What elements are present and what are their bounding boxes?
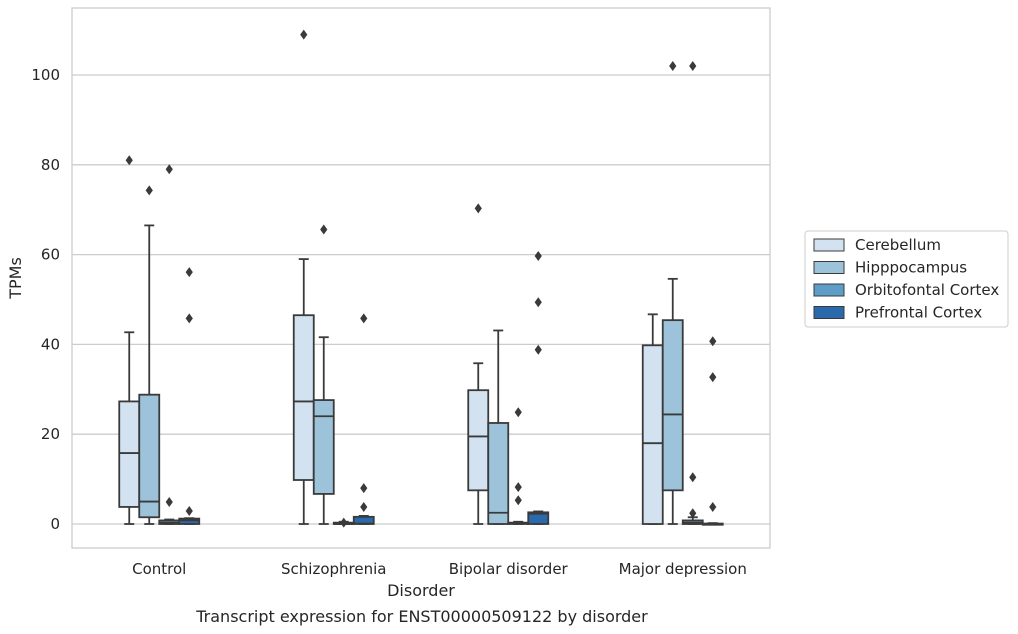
outlier-point bbox=[514, 482, 522, 493]
box bbox=[527, 511, 550, 525]
y-tick-labels: 0 20 40 60 80 100 bbox=[31, 66, 60, 533]
y-tick-label: 40 bbox=[41, 335, 60, 353]
outlier-point bbox=[360, 483, 368, 494]
x-tick-label: Schizophrenia bbox=[281, 560, 386, 578]
outlier-point bbox=[125, 155, 133, 166]
legend: Cerebellum Hipppocampus Orbitofontal Corte… bbox=[804, 230, 1009, 328]
x-tick-label: Control bbox=[132, 560, 186, 578]
y-axis-label: TPMs bbox=[6, 257, 25, 300]
outlier-point bbox=[689, 61, 697, 72]
outlier-point bbox=[709, 501, 717, 512]
box bbox=[641, 344, 664, 525]
y-tick-label: 80 bbox=[41, 156, 60, 174]
legend-label: Orbitofontal Cortex bbox=[855, 281, 999, 299]
outlier-point bbox=[709, 336, 717, 347]
legend-swatch bbox=[813, 261, 845, 274]
y-tick-label: 100 bbox=[31, 66, 60, 84]
legend-items: Cerebellum Hipppocampus Orbitofontal Corte… bbox=[813, 236, 999, 322]
box bbox=[138, 393, 161, 519]
box bbox=[118, 400, 141, 508]
box-group bbox=[641, 61, 724, 526]
outlier-point bbox=[185, 313, 193, 324]
outlier-point bbox=[474, 203, 482, 214]
legend-label: Hipppocampus bbox=[855, 259, 967, 277]
chart-caption: Transcript expression for ENST0000050912… bbox=[195, 607, 648, 626]
legend-frame bbox=[804, 230, 1009, 328]
plot-frame bbox=[71, 7, 771, 549]
outlier-point bbox=[145, 185, 153, 196]
box bbox=[487, 422, 510, 525]
y-tick-label: 20 bbox=[41, 425, 60, 443]
outlier-point bbox=[709, 372, 717, 383]
x-tick-labels: Control Schizophrenia Bipolar disorder Majo… bbox=[132, 560, 747, 578]
outlier-point bbox=[689, 472, 697, 483]
legend-item: Hipppocampus bbox=[813, 259, 967, 277]
outlier-point bbox=[669, 61, 677, 72]
box-groups bbox=[118, 29, 724, 528]
legend-swatch bbox=[813, 283, 845, 297]
outlier-point bbox=[360, 501, 368, 512]
outlier-point bbox=[165, 496, 173, 507]
x-axis-label: Disorder bbox=[387, 581, 455, 600]
box-group bbox=[118, 155, 201, 525]
outlier-point bbox=[340, 517, 348, 528]
legend-item: Cerebellum bbox=[813, 236, 941, 254]
x-tick-label: Major depression bbox=[619, 560, 747, 578]
outlier-point bbox=[534, 250, 542, 261]
box bbox=[292, 314, 315, 481]
legend-label: Prefrontal Cortex bbox=[855, 304, 982, 322]
box-group bbox=[467, 203, 550, 525]
box bbox=[467, 389, 490, 492]
box bbox=[312, 399, 335, 495]
outlier-point bbox=[514, 495, 522, 506]
outlier-point bbox=[534, 344, 542, 355]
legend-item: Prefrontal Cortex bbox=[813, 304, 982, 322]
legend-label: Cerebellum bbox=[855, 236, 941, 254]
outlier-point bbox=[185, 505, 193, 516]
legend-swatch bbox=[813, 238, 845, 252]
outlier-point bbox=[320, 224, 328, 235]
x-tick-label: Bipolar disorder bbox=[449, 560, 569, 578]
outlier-point bbox=[360, 313, 368, 324]
y-tick-label: 0 bbox=[50, 515, 60, 533]
outlier-point bbox=[185, 267, 193, 278]
outlier-point bbox=[534, 297, 542, 308]
box bbox=[661, 319, 684, 492]
y-tick-label: 60 bbox=[41, 246, 60, 264]
outlier-point bbox=[300, 29, 308, 40]
outlier-point bbox=[689, 508, 697, 519]
outlier-point bbox=[514, 407, 522, 418]
legend-swatch bbox=[813, 306, 845, 319]
box-group bbox=[292, 29, 375, 528]
legend-item: Orbitofontal Cortex bbox=[813, 281, 999, 299]
outlier-point bbox=[165, 164, 173, 175]
